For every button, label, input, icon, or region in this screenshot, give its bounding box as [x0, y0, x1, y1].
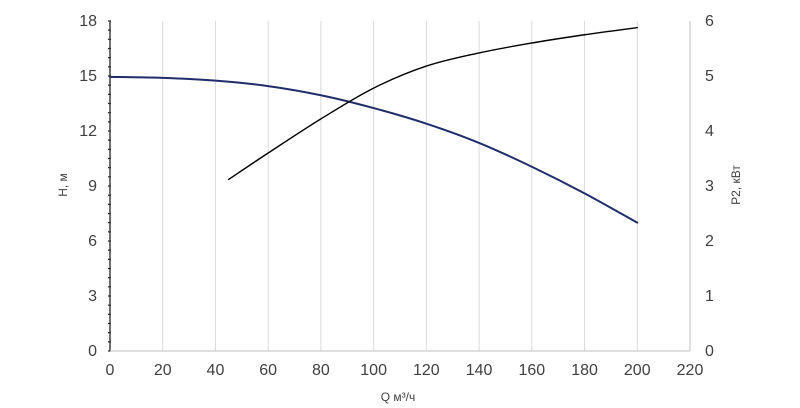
axes-layer — [108, 20, 691, 352]
grid-lines — [109, 21, 691, 351]
y-left-tick-label: 15 — [79, 68, 97, 85]
head-curve-line — [109, 75, 639, 224]
tick-labels: 0 20 40 60 80 100 120 140 160 180 200 2200369121518… — [79, 13, 714, 379]
y-right-tick-label: 1 — [705, 288, 714, 305]
x-tick-label: 20 — [154, 362, 172, 379]
y-left-tick-label: 9 — [88, 178, 97, 195]
y-right-tick-label: 0 — [705, 343, 714, 360]
y-left-tick-label: 12 — [79, 123, 97, 140]
x-tick-label: 100 — [360, 362, 387, 379]
y-left-tick-label: 6 — [88, 233, 97, 250]
x-tick-label: 80 — [312, 362, 330, 379]
y-right-tick-label: 3 — [705, 178, 714, 195]
x-tick-label: 160 — [518, 362, 545, 379]
y-axis-left-label: H, м — [56, 173, 70, 197]
x-tick-label: 40 — [207, 362, 225, 379]
x-tick-label: 140 — [466, 362, 493, 379]
x-tick-label: 60 — [259, 362, 277, 379]
x-tick-label: 120 — [413, 362, 440, 379]
y-left-tick-label: 0 — [88, 343, 97, 360]
y-left-tick-label: 3 — [88, 288, 97, 305]
y-left-tick-label: 18 — [79, 13, 97, 30]
y-right-tick-label: 4 — [705, 123, 714, 140]
y-right-tick-label: 2 — [705, 233, 714, 250]
x-tick-label: 200 — [624, 362, 651, 379]
y-axis-right-label: P2, кВт — [729, 165, 743, 205]
x-tick-label: 0 — [106, 362, 115, 379]
y-right-tick-label: 5 — [705, 68, 714, 85]
x-axis-label: Q м³/ч — [381, 390, 416, 404]
y-right-tick-label: 6 — [705, 13, 714, 30]
power-curve-line — [227, 26, 638, 181]
series-layer — [109, 26, 639, 224]
x-tick-label: 220 — [677, 362, 704, 379]
x-tick-label: 180 — [571, 362, 598, 379]
